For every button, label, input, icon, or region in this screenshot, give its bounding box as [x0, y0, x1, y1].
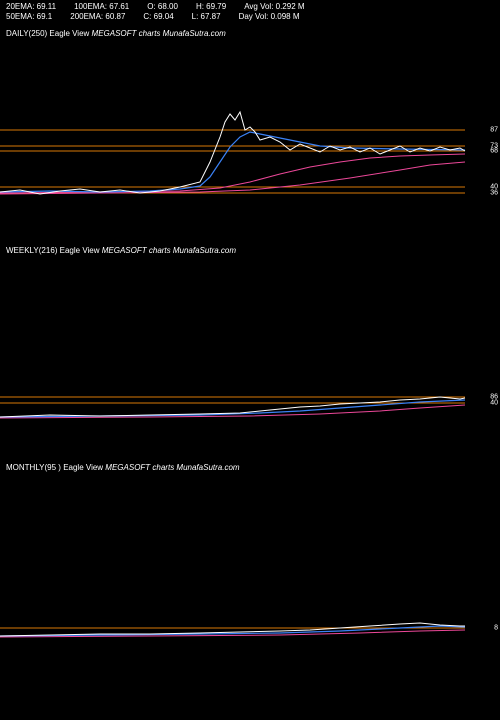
- header-row-1: 20EMA: 69.11 100EMA: 67.61 O: 68.00 H: 69.7…: [6, 2, 494, 12]
- chart-area: 8773684036: [0, 42, 500, 242]
- header-stat: 20EMA: 69.11: [6, 2, 56, 12]
- chart-area: 8640: [0, 259, 500, 459]
- chart-title: MONTHLY(95 ) Eagle View MEGASOFT charts …: [0, 459, 500, 476]
- y-axis-label: 87: [490, 126, 498, 133]
- chart-title: DAILY(250) Eagle View MEGASOFT charts Mu…: [0, 25, 500, 42]
- header-stat: L: 67.87: [192, 12, 221, 22]
- header-stat: 200EMA: 60.87: [70, 12, 125, 22]
- chart-area: 8: [0, 476, 500, 676]
- chart-header: 20EMA: 69.11 100EMA: 67.61 O: 68.00 H: 69.7…: [0, 0, 500, 25]
- header-stat: Day Vol: 0.098 M: [239, 12, 300, 22]
- header-stat: Avg Vol: 0.292 M: [244, 2, 304, 12]
- y-axis-label: 68: [490, 147, 498, 154]
- y-axis-label: 8: [494, 624, 498, 631]
- chart-monthly: MONTHLY(95 ) Eagle View MEGASOFT charts …: [0, 459, 500, 676]
- chart-weekly: WEEKLY(216) Eagle View MEGASOFT charts M…: [0, 242, 500, 459]
- header-stat: H: 69.79: [196, 2, 226, 12]
- header-row-2: 50EMA: 69.1 200EMA: 60.87 C: 69.04 L: 67.87…: [6, 12, 494, 22]
- header-stat: 100EMA: 67.61: [74, 2, 129, 12]
- chart-title: WEEKLY(216) Eagle View MEGASOFT charts M…: [0, 242, 500, 259]
- y-axis-label: 36: [490, 189, 498, 196]
- y-axis-label: 40: [490, 399, 498, 406]
- header-stat: O: 68.00: [147, 2, 178, 12]
- header-stat: C: 69.04: [143, 12, 173, 22]
- header-stat: 50EMA: 69.1: [6, 12, 52, 22]
- chart-daily: DAILY(250) Eagle View MEGASOFT charts Mu…: [0, 25, 500, 242]
